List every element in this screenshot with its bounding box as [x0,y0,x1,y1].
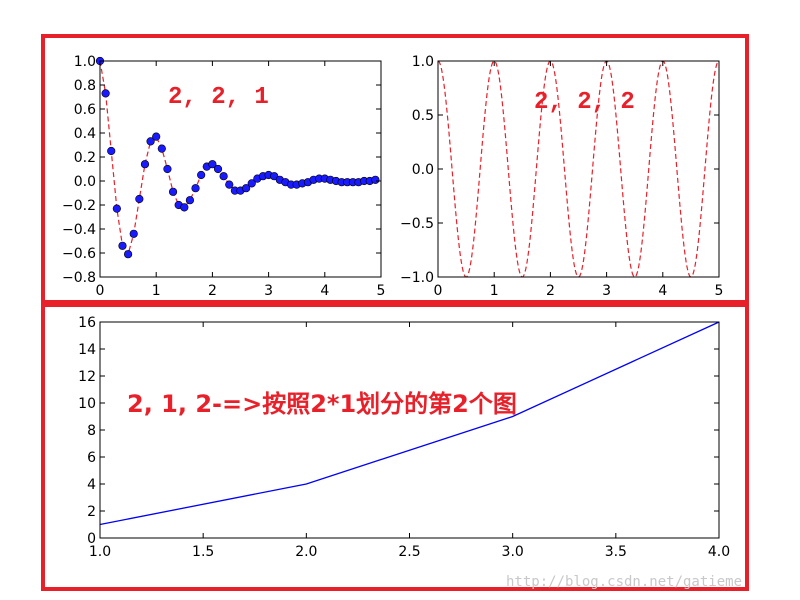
data-point-marker [180,203,189,212]
data-point-marker [242,184,251,193]
y-tick-label: 0.6 [74,102,96,118]
x-tick-label: 2 [546,283,555,299]
data-point-marker [152,132,161,141]
data-point-marker [124,250,133,259]
y-tick-label: 1.0 [412,54,434,70]
y-tick-label: −0.6 [62,246,96,262]
x-tick-label: 4.0 [708,544,730,560]
data-point-marker [197,170,206,180]
data-point-marker [219,172,228,181]
series-line [437,60,720,278]
y-tick-label: 0.4 [74,126,96,142]
data-point-marker [163,164,172,174]
x-tick-label: 2.0 [295,544,317,560]
data-point-marker [140,160,150,169]
y-tick-label: 0.5 [412,108,434,124]
subplot-2-1-2: 1.0 1.5 2.0 2.5 3.0 3.5 4.0 0 2 4 6 8 10 12 14 16 [78,315,730,560]
y-tick-label: 0.8 [74,78,96,94]
data-point-marker [101,89,110,98]
y-tick-label: 0.2 [74,150,96,166]
y-tick-label: −0.4 [62,222,96,238]
x-tick-label: 4 [658,283,667,299]
data-point-marker [213,164,223,174]
x-tick-label: 1 [152,283,161,299]
y-tick-label: 0.0 [412,162,434,178]
x-tick-label: 5 [377,283,386,299]
highlight-box-top [41,34,749,304]
y-tick-label: −1.0 [400,270,434,286]
data-point-marker [371,175,380,184]
x-tick-label: 2.5 [398,544,420,560]
data-point-marker [107,146,116,156]
data-point-marker [168,187,178,196]
x-tick-label: 0 [96,283,105,299]
subplot-annotation-2-1-2: 2, 1, 2-=>按照2*1划分的第2个图 [127,390,517,418]
data-point-marker [129,229,138,238]
data-point-marker [157,144,166,153]
x-tick-label: 1.0 [89,544,111,560]
y-tick-label: 0 [87,531,96,547]
axes-frame [99,321,720,539]
subplot-2-2-1: 0 1 2 3 4 5 −0.8 −0.6 −0.4 −0.2 0.0 0.2 0.4 0.6 0.8 1.0 [62,54,385,299]
y-tick-label: −0.8 [62,270,96,286]
y-tick-label: 8 [87,423,96,439]
data-point-marker [225,180,234,189]
series-line [99,321,720,526]
data-point-marker [191,184,200,193]
data-point-marker [135,194,144,204]
subplot-annotation-2-2-2: 2, 2, 2 [534,89,635,116]
subplot-annotation-2-2-1: 2, 2, 1 [168,84,269,111]
x-tick-label: 1 [490,283,499,299]
y-tick-label: 1.0 [74,54,96,70]
y-tick-label: −0.5 [400,216,434,232]
x-tick-label: 3 [602,283,611,299]
highlight-box-bottom [41,303,749,591]
y-tick-label: 4 [87,477,96,493]
x-tick-label: 1.5 [192,544,214,560]
axes-frame [99,60,382,278]
x-tick-label: 2 [208,283,217,299]
data-point-marker [185,196,195,205]
data-point-marker [208,160,217,169]
x-tick-label: 4 [320,283,329,299]
subplot-2-2-2: 0 1 2 3 4 5 −1.0 −0.5 0.0 0.5 1.0 [400,54,723,299]
x-tick-label: 3 [264,283,273,299]
x-tick-label: 5 [715,283,724,299]
y-tick-label: 16 [78,315,96,331]
watermark-text: http://blog.csdn.net/gatieme [506,574,742,590]
y-tick-label: 2 [87,504,96,520]
data-point-marker [146,137,155,146]
y-tick-label: 14 [78,342,96,358]
y-tick-label: 0.0 [74,174,96,190]
x-tick-label: 3.0 [502,544,524,560]
x-tick-label: 3.5 [605,544,627,560]
y-tick-label: −0.2 [62,198,96,214]
data-point-marker [118,241,127,250]
data-point-marker [112,204,121,213]
y-tick-label: 10 [78,396,96,412]
x-tick-label: 0 [434,283,443,299]
y-tick-label: 12 [78,369,96,385]
data-point-marker [247,179,256,188]
y-tick-label: 6 [87,450,96,466]
